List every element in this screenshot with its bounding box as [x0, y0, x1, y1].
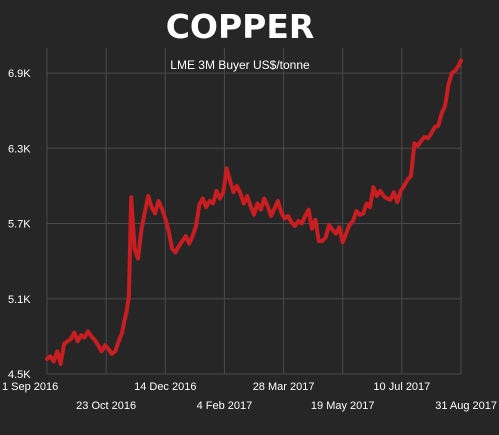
chart-title: COPPER	[166, 7, 315, 46]
x-tick-label: 4 Feb 2017	[197, 400, 253, 412]
x-tick-label: 1 Sep 2016	[2, 381, 58, 393]
series-layer	[45, 58, 463, 366]
grid-layer	[46, 48, 462, 375]
x-tick-label: 28 Mar 2017	[253, 381, 315, 393]
y-tick-label: 5.7K	[8, 219, 31, 231]
copper-price-line	[45, 58, 463, 366]
y-tick-label: 6.9K	[8, 68, 31, 80]
y-tick-label: 5.1K	[8, 294, 31, 306]
axis-layer: 4.5K 5.1K 5.7K 6.3K 6.9K 1 Sep 2016 23 Oct 201…	[2, 68, 497, 412]
y-tick-label: 6.3K	[8, 143, 31, 155]
y-tick-label: 4.5K	[8, 369, 31, 381]
x-tick-label: 31 Aug 2017	[435, 400, 497, 412]
x-tick-label: 19 May 2017	[311, 400, 375, 412]
x-tick-label: 14 Dec 2016	[134, 381, 196, 393]
chart-subtitle: LME 3M Buyer US$/tonne	[170, 58, 310, 72]
x-tick-label: 23 Oct 2016	[76, 400, 136, 412]
x-tick-label: 10 Jul 2017	[373, 381, 430, 393]
